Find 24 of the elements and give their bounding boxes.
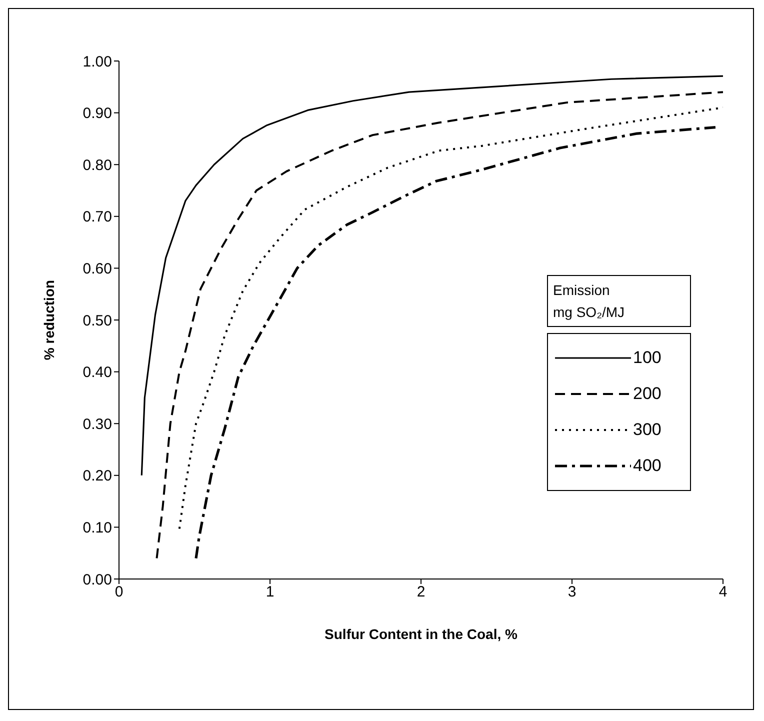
x-tick-label: 3 (568, 584, 576, 601)
y-axis-title: % reduction (40, 280, 57, 360)
legend-title: Emission mg SO₂/MJ (553, 281, 626, 322)
y-tick-label: 0.00 (82, 571, 112, 588)
y-tick-label: 0.30 (82, 416, 112, 433)
y-tick-label: 0.50 (82, 312, 112, 330)
y-tick-label: 0.70 (82, 208, 112, 226)
x-tick-label: 2 (416, 584, 426, 601)
x-tick-label: 1 (266, 584, 274, 601)
y-tick-label: 0.40 (82, 364, 112, 382)
x-tick-label: 0 (114, 584, 124, 601)
y-tick-label: 0.10 (82, 520, 112, 537)
x-axis-title: Sulfur Content in the Coal, % (324, 626, 518, 642)
y-tick-label: 0.80 (82, 156, 112, 174)
y-tick-label: 1.00 (82, 53, 112, 70)
legend-label: 400 (633, 456, 662, 476)
legend-label: 200 (633, 384, 662, 404)
y-tick-label: 0.90 (82, 105, 112, 122)
y-tick-label: 0.60 (82, 260, 112, 278)
legend-label: 100 (633, 348, 662, 368)
x-tick-label: 4 (718, 584, 728, 601)
y-tick-label: 0.20 (82, 468, 112, 485)
line-series (140, 75, 723, 476)
legend-label: 300 (633, 420, 662, 440)
